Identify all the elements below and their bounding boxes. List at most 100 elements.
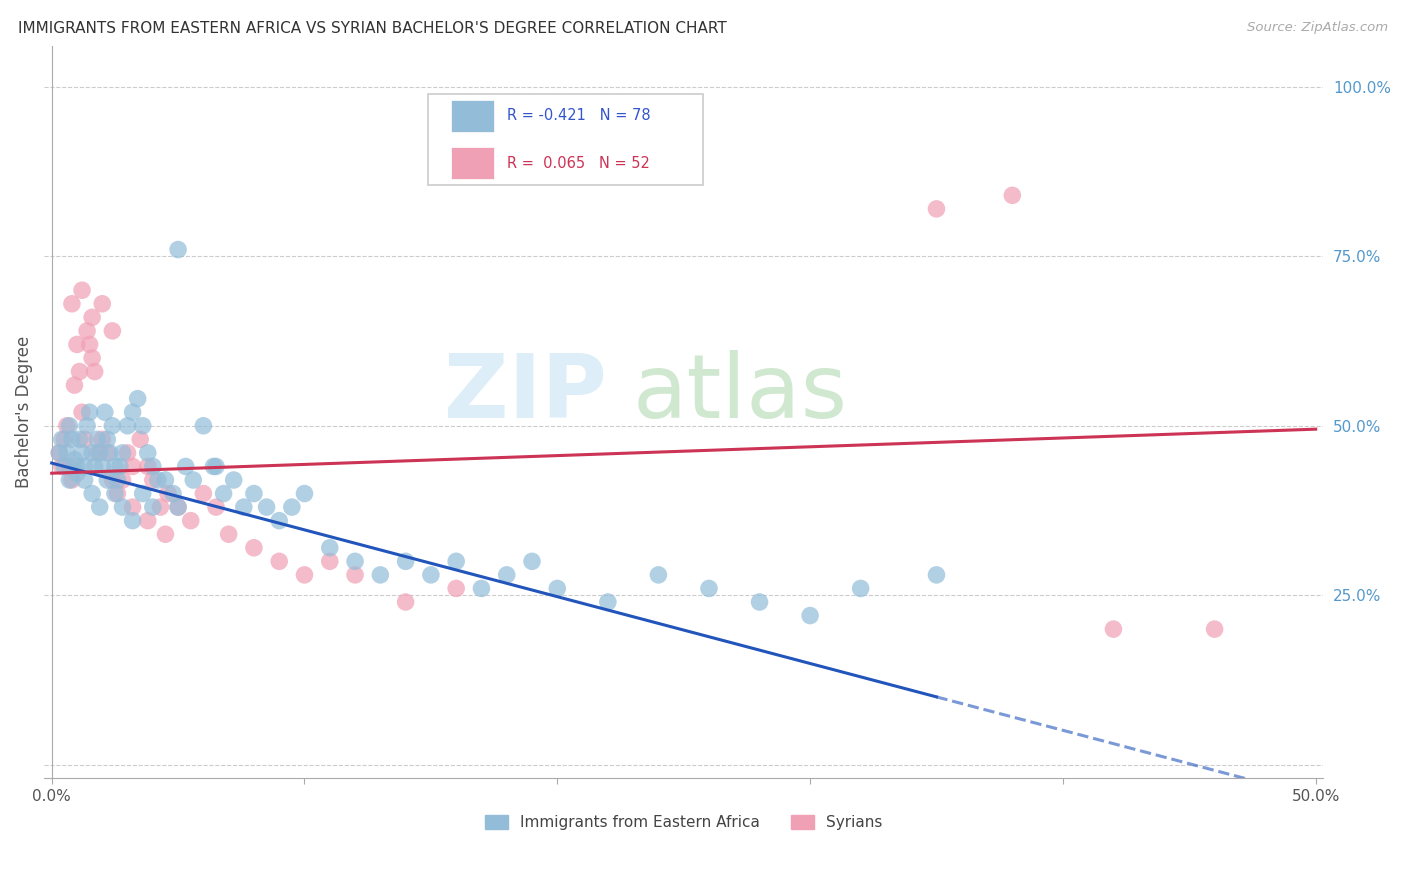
Point <box>193 486 215 500</box>
Point <box>51 433 73 447</box>
Point <box>256 500 278 515</box>
Point <box>167 500 190 515</box>
Point <box>167 500 190 515</box>
Legend: Immigrants from Eastern Africa, Syrians: Immigrants from Eastern Africa, Syrians <box>479 809 889 837</box>
Point <box>73 473 96 487</box>
Point <box>136 459 159 474</box>
Point <box>121 514 143 528</box>
Point <box>89 446 111 460</box>
Text: IMMIGRANTS FROM EASTERN AFRICA VS SYRIAN BACHELOR'S DEGREE CORRELATION CHART: IMMIGRANTS FROM EASTERN AFRICA VS SYRIAN… <box>18 21 727 36</box>
Point <box>149 500 172 515</box>
Point <box>79 405 101 419</box>
Point <box>108 459 131 474</box>
Point <box>495 567 517 582</box>
Point <box>394 595 416 609</box>
Point <box>212 486 235 500</box>
Point <box>107 473 129 487</box>
Point <box>202 459 225 474</box>
Point <box>180 514 202 528</box>
Point <box>94 405 117 419</box>
Point <box>243 486 266 500</box>
Point <box>294 486 316 500</box>
Text: ZIP: ZIP <box>444 351 607 437</box>
FancyBboxPatch shape <box>427 94 703 186</box>
Point <box>281 500 304 515</box>
Point <box>82 446 104 460</box>
Point <box>748 595 770 609</box>
Text: atlas: atlas <box>633 351 848 437</box>
Point <box>925 567 948 582</box>
Point <box>58 473 80 487</box>
Point <box>86 446 108 460</box>
Point <box>98 446 121 460</box>
Point <box>53 433 76 447</box>
Point <box>319 541 342 555</box>
Point <box>73 459 96 474</box>
Point <box>76 324 98 338</box>
Point <box>470 582 492 596</box>
Point <box>48 446 70 460</box>
Point <box>799 608 821 623</box>
Point <box>96 446 118 460</box>
Y-axis label: Bachelor's Degree: Bachelor's Degree <box>15 336 32 488</box>
Point <box>58 418 80 433</box>
Point <box>66 467 89 481</box>
Point <box>344 567 367 582</box>
Point <box>111 446 134 460</box>
Point <box>101 324 124 338</box>
Point <box>91 297 114 311</box>
Point <box>155 473 177 487</box>
Point <box>849 582 872 596</box>
Text: Source: ZipAtlas.com: Source: ZipAtlas.com <box>1247 21 1388 34</box>
Point <box>131 486 153 500</box>
Point <box>63 378 86 392</box>
Point <box>142 459 165 474</box>
Point <box>155 527 177 541</box>
Point <box>596 595 619 609</box>
Point <box>121 500 143 515</box>
Point <box>370 567 392 582</box>
Point <box>243 541 266 555</box>
Point <box>66 459 89 474</box>
Point <box>104 486 127 500</box>
Point <box>444 582 467 596</box>
Point <box>121 405 143 419</box>
Point <box>73 433 96 447</box>
Point <box>70 446 93 460</box>
Point <box>205 459 228 474</box>
Text: R =  0.065   N = 52: R = 0.065 N = 52 <box>508 156 650 171</box>
Point <box>53 459 76 474</box>
Point <box>146 473 169 487</box>
Point <box>269 514 291 528</box>
Point <box>111 473 134 487</box>
Point <box>129 433 152 447</box>
Point <box>82 310 104 325</box>
Point <box>91 433 114 447</box>
Point <box>70 283 93 297</box>
Point <box>419 567 441 582</box>
Point <box>89 500 111 515</box>
Point <box>101 473 124 487</box>
Point <box>104 459 127 474</box>
Point <box>136 446 159 460</box>
Point <box>111 500 134 515</box>
Point <box>546 582 568 596</box>
Point <box>1102 622 1125 636</box>
Point <box>142 473 165 487</box>
Point <box>520 554 543 568</box>
Point <box>66 337 89 351</box>
Point <box>82 351 104 365</box>
Point <box>121 459 143 474</box>
Point <box>162 486 184 500</box>
Point <box>131 418 153 433</box>
Point <box>193 418 215 433</box>
Point <box>319 554 342 568</box>
Point <box>117 446 139 460</box>
Point <box>70 405 93 419</box>
Point <box>76 418 98 433</box>
Point <box>127 392 149 406</box>
Point <box>56 446 79 460</box>
Point <box>60 297 83 311</box>
Point <box>51 459 73 474</box>
Point <box>117 418 139 433</box>
